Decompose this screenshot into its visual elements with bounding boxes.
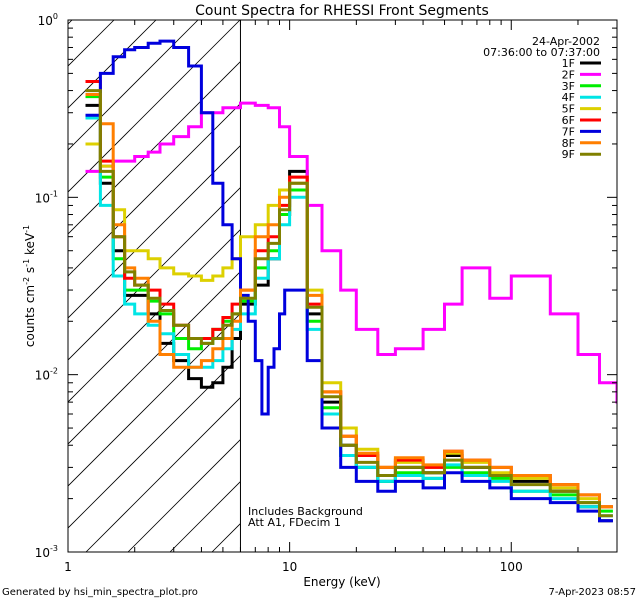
y-tick-label: 100 xyxy=(38,12,58,28)
series-4F xyxy=(85,116,613,518)
series-9F xyxy=(85,89,613,518)
legend-label-6F: 6F xyxy=(562,114,575,127)
series-8F xyxy=(85,93,613,509)
annotation-background: Includes Background xyxy=(248,505,363,518)
hatched-region xyxy=(68,20,241,552)
x-tick-label: 10 xyxy=(282,560,297,574)
observation-time-range: 07:36:00 to 07:37:00 xyxy=(483,46,600,59)
legend-label-2F: 2F xyxy=(562,68,575,81)
legend-label-9F: 9F xyxy=(562,148,575,161)
legend-label-5F: 5F xyxy=(562,103,575,116)
legend-label-4F: 4F xyxy=(562,91,575,104)
axes: 1 10 100 100 10-1 10-2 10-3 xyxy=(35,12,618,574)
series-5F xyxy=(85,142,613,509)
x-tick-label: 100 xyxy=(500,560,523,574)
chart-title: Count Spectra for RHESSI Front Segments xyxy=(195,3,489,19)
x-axis-label: Energy (keV) xyxy=(303,575,380,589)
x-tick-label: 1 xyxy=(64,560,72,574)
footer-date: 7-Apr-2023 08:57 xyxy=(549,587,636,598)
series-group xyxy=(85,39,617,523)
legend-label-8F: 8F xyxy=(562,137,575,150)
y-tick-label: 10-1 xyxy=(35,189,58,205)
legend-label-3F: 3F xyxy=(562,80,575,93)
y-axis-label: counts cm-2 s-1 keV-1 xyxy=(22,225,37,347)
legend-label-7F: 7F xyxy=(562,125,575,138)
plot-frame xyxy=(67,19,618,553)
y-tick-label: 10-2 xyxy=(35,367,58,383)
observation-date: 24-Apr-2002 xyxy=(532,35,600,48)
footer-generated-by: Generated by hsi_min_spectra_plot.pro xyxy=(2,587,198,598)
y-tick-label: 10-3 xyxy=(35,544,58,560)
annotation-attenuator: Att A1, FDecim 1 xyxy=(248,516,341,529)
legend-label-1F: 1F xyxy=(562,57,575,70)
series-7F xyxy=(85,39,613,523)
series-2F xyxy=(85,101,617,404)
hatch-lines xyxy=(68,20,241,552)
